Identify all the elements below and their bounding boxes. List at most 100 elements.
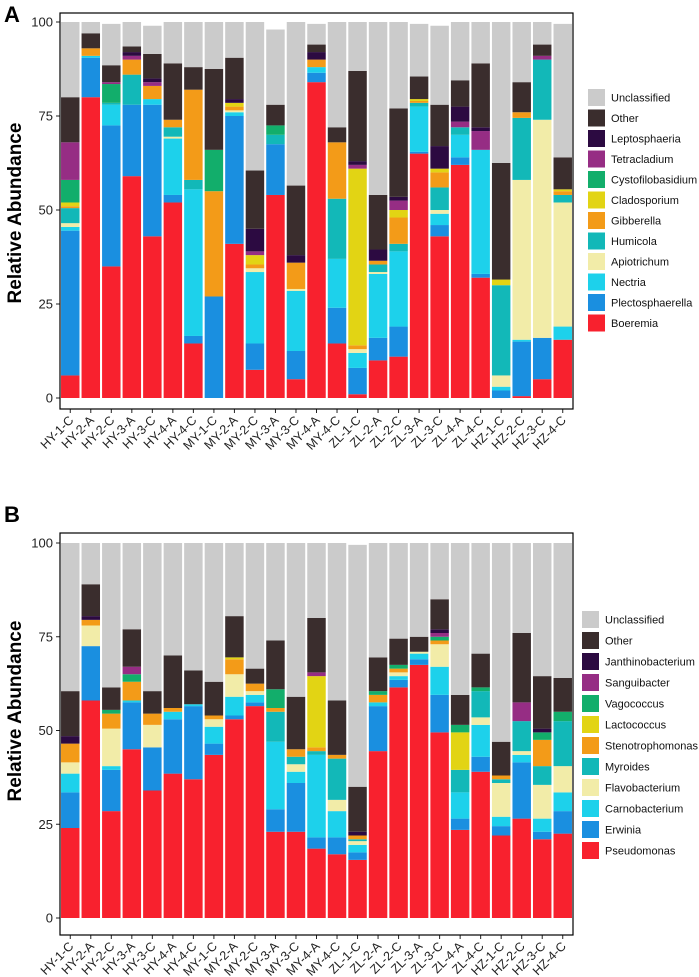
legend-label-pseudomonas: Pseudomonas (605, 846, 676, 858)
bar-segment-carnobacterium-hy-4-c (184, 704, 203, 707)
bar-segment-myroides-hz-1-c (491, 779, 511, 783)
legend-label-other: Other (611, 113, 639, 125)
bar-segment-unclassified-my-3-c (286, 543, 306, 697)
bar-segment-janthinobacterium-hz-3-c (532, 728, 552, 733)
bar-segment-plectosphaerella-my-3-c (286, 351, 306, 380)
bar-segment-plectosphaerella-hy-4-a (163, 194, 183, 203)
bar-segment-other-hz-4-c (553, 157, 572, 190)
bar-segment-other-my-4-c (327, 127, 347, 143)
bar-segment-other-hy-2-a (81, 33, 101, 49)
bar-segment-nectria-hy-1-c (61, 226, 80, 231)
legend-label-lactococcus: Lactococcus (605, 720, 667, 732)
bar-segment-humicola-zl-4-a (450, 127, 470, 135)
legend-swatch-boeremia (588, 314, 605, 332)
bar-segment-other-hy-2-a (81, 584, 101, 617)
bar-segment-humicola-hz-2-c (512, 117, 531, 180)
bar-segment-unclassified-hy-1-c (61, 22, 80, 98)
bar-segment-unclassified-my-1-c (204, 22, 224, 69)
bar-segment-cladosporium-hz-4-c (553, 189, 572, 192)
bar-segment-plectosphaerella-hy-2-c (102, 125, 121, 267)
bar-segment-flavobacterium-my-2-c (245, 691, 265, 695)
bar-segment-stenotrophomonas-hz-1-c (491, 775, 511, 780)
bar-segment-unclassified-zl-3-a (409, 23, 429, 77)
legend-swatch-humicola (588, 232, 605, 250)
bar-segment-unclassified-zl-2-c (389, 22, 408, 109)
bar-segment-boeremia-zl-2-c (389, 356, 408, 398)
bar-segment-nectria-zl-2-c (389, 251, 408, 327)
bar-segment-myroides-zl-4-c (471, 691, 490, 718)
bar-segment-apiotrichum-my-2-a (225, 110, 244, 113)
bar-segment-nectria-hy-4-a (163, 138, 183, 195)
bar-segment-boeremia-my-3-a (266, 194, 285, 398)
bar-segment-erwinia-my-3-a (266, 809, 285, 832)
bar-segment-stenotrophomonas-hy-2-a (81, 619, 101, 626)
bar-segment-stenotrophomonas-my-2-a (225, 659, 244, 675)
legend-swatch-nectria (588, 273, 605, 291)
bar-segment-unclassified-hy-2-a (81, 543, 101, 585)
bar-segment-gibberella-hy-4-c (184, 89, 203, 180)
legend-label-other: Other (605, 636, 633, 648)
bar-segment-flavobacterium-hy-2-c (102, 728, 121, 767)
bar-segment-leptosphaeria-my-2-a (225, 99, 244, 103)
bar-segment-flavobacterium-hz-3-c (532, 784, 552, 819)
y-tick-label: 100 (31, 536, 53, 551)
bar-segment-flavobacterium-zl-2-c (389, 672, 408, 677)
bar-segment-unclassified-hy-3-c (143, 25, 162, 54)
legend-label-boeremia: Boeremia (611, 318, 659, 330)
bar-segment-carnobacterium-zl-1-c (348, 844, 367, 853)
bar-segment-pseudomonas-my-4-c (327, 854, 347, 918)
legend-swatch-unclassified (582, 611, 599, 628)
bar-segment-tetracladium-my-2-c (245, 251, 265, 256)
bar-segment-unclassified-zl-2-a (368, 543, 388, 658)
bar-segment-carnobacterium-hz-2-c (512, 754, 531, 763)
bar-segment-tetracladium-zl-2-c (389, 200, 408, 210)
bar-segment-sanguibacter-my-4-a (307, 672, 326, 677)
bar-segment-pseudomonas-hy-4-a (163, 773, 183, 918)
bar-segment-boeremia-my-2-a (225, 243, 244, 398)
bar-segment-cystofilobasidium-hy-1-c (61, 179, 80, 203)
bar-segment-plectosphaerella-zl-2-c (389, 326, 408, 357)
bar-segment-pseudomonas-zl-4-a (450, 829, 470, 918)
bar-segment-carnobacterium-my-1-c (204, 726, 224, 744)
bar-segment-plectosphaerella-zl-3-c (430, 225, 449, 237)
bar-segment-nectria-zl-3-c (430, 213, 449, 226)
bar-segment-erwinia-hz-1-c (491, 826, 511, 836)
bar-segment-cystofilobasidium-my-1-c (204, 149, 224, 192)
bar-segment-leptosphaeria-my-3-c (286, 255, 306, 263)
bar-segment-other-zl-3-a (409, 636, 429, 652)
bar-segment-leptosphaeria-zl-3-c (430, 146, 449, 169)
y-tick-label: 25 (39, 297, 53, 312)
bar-segment-unclassified-hy-2-a (81, 22, 101, 34)
legend-swatch-gibberella (588, 212, 605, 229)
bar-segment-vagococcus-zl-4-a (450, 724, 470, 733)
bar-segment-nectria-zl-2-a (368, 273, 388, 338)
bar-segment-apiotrichum-hy-1-c (61, 223, 80, 227)
bar-segment-other-hz-1-c (491, 163, 511, 280)
bar-segment-carnobacterium-zl-2-c (389, 676, 408, 680)
bar-segment-carnobacterium-hy-4-a (163, 711, 183, 720)
bar-segment-janthinobacterium-hy-1-c (61, 736, 80, 744)
bar-segment-unclassified-my-2-a (225, 543, 244, 617)
bar-segment-plectosphaerella-hy-3-a (122, 104, 142, 177)
bar-segment-humicola-hy-4-c (184, 179, 203, 190)
legend-swatch-leptosphaeria (588, 130, 605, 147)
bar-segment-nectria-hz-2-c (512, 339, 531, 342)
bar-segment-pseudomonas-zl-2-a (368, 751, 388, 918)
bar-segment-gibberella-zl-2-a (368, 260, 388, 265)
bar-segment-pseudomonas-my-3-a (266, 831, 285, 918)
bar-segment-leptosphaeria-hy-3-c (143, 78, 162, 83)
bar-segment-stenotrophomonas-hz-3-c (532, 739, 552, 767)
bar-segment-leptosphaeria-my-4-a (307, 52, 326, 60)
bar-segment-unclassified-hy-4-c (184, 22, 203, 68)
bar-segment-unclassified-zl-4-c (471, 543, 490, 654)
y-axis-label-b: Relative Abundance (5, 621, 26, 802)
bar-segment-stenotrophomonas-zl-2-a (368, 694, 388, 703)
bar-segment-stenotrophomonas-zl-1-c (348, 835, 367, 840)
bar-segment-unclassified-zl-3-a (409, 543, 429, 637)
bar-segment-plectosphaerella-hz-2-c (512, 341, 531, 397)
bar-segment-pseudomonas-my-2-c (245, 706, 265, 918)
bar-segment-stenotrophomonas-my-3-c (286, 749, 306, 757)
bar-segment-carnobacterium-zl-2-a (368, 702, 388, 707)
bar-segment-plectosphaerella-my-4-a (307, 72, 326, 83)
